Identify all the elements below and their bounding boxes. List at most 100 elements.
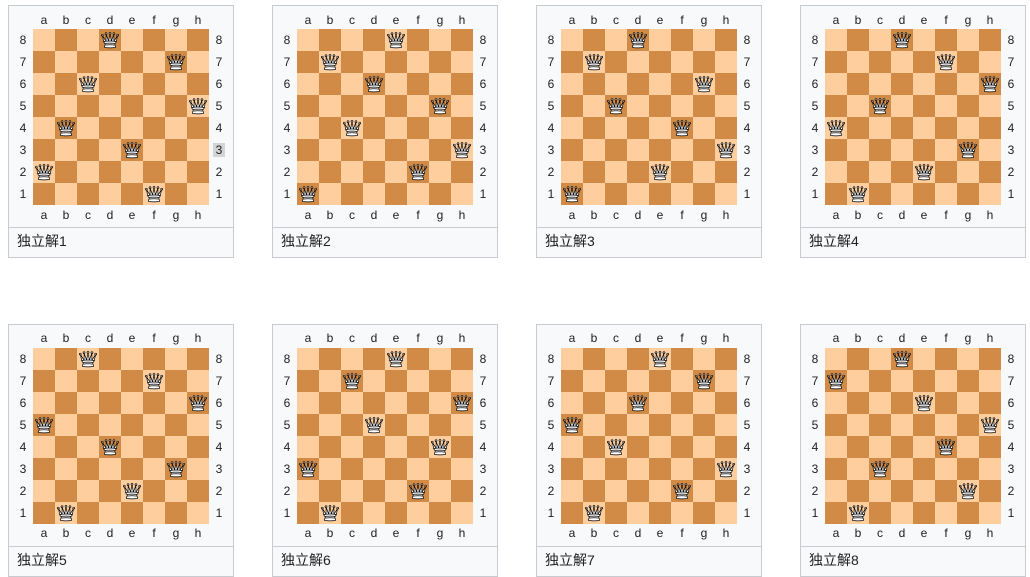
rank-label-text: 4 (215, 439, 223, 454)
square-d3 (627, 457, 649, 480)
rank-label-text: 2 (479, 483, 487, 498)
square-e7 (121, 369, 143, 392)
white-queen-icon (34, 414, 55, 435)
rank-label: 8 (1001, 29, 1021, 51)
file-label: a (33, 10, 55, 29)
rank-label: 7 (737, 51, 757, 73)
square-h3 (979, 457, 1001, 480)
board-caption: 独立解3 (537, 227, 761, 257)
square-d6 (363, 391, 385, 414)
square-a5 (561, 413, 583, 436)
square-b5 (55, 95, 77, 117)
rank-label-text: 2 (1007, 483, 1015, 498)
square-d5 (363, 95, 385, 117)
rank-label: 2 (209, 161, 229, 183)
rank-label: 1 (13, 183, 33, 205)
square-h7 (451, 369, 473, 392)
square-h5 (715, 413, 737, 436)
square-b3 (847, 139, 869, 161)
rank-label: 1 (1001, 502, 1021, 524)
square-c1 (605, 183, 627, 205)
rank-label-text: 3 (19, 461, 27, 476)
square-a5 (561, 95, 583, 117)
square-h4 (451, 117, 473, 139)
rank-label-text: 6 (811, 395, 819, 410)
square-c4 (77, 117, 99, 139)
square-d7 (627, 369, 649, 392)
file-label: d (627, 10, 649, 29)
square-g2 (429, 479, 451, 502)
rank-label-text: 7 (283, 373, 291, 388)
square-a3 (825, 457, 847, 480)
square-c3 (869, 457, 891, 480)
square-a7 (33, 51, 55, 73)
file-label-text: c (613, 526, 619, 541)
square-a2 (825, 161, 847, 183)
file-label: f (407, 10, 429, 29)
square-e3 (385, 139, 407, 161)
rank-label: 1 (13, 502, 33, 524)
corner-spacer (541, 205, 561, 224)
square-h7 (187, 51, 209, 73)
square-c7 (341, 369, 363, 392)
square-a8 (297, 347, 319, 370)
square-c5 (605, 413, 627, 436)
board-caption: 独立解8 (801, 545, 1025, 576)
file-label-text: h (458, 12, 466, 27)
square-b2 (319, 479, 341, 502)
rank-label: 4 (13, 436, 33, 458)
square-e4 (385, 117, 407, 139)
file-label-text: b (590, 207, 598, 222)
square-f7 (407, 51, 429, 73)
rank-label: 2 (13, 480, 33, 502)
square-e5 (649, 95, 671, 117)
file-label: g (429, 524, 451, 543)
square-b5 (55, 413, 77, 436)
square-g3 (957, 139, 979, 161)
file-label: d (363, 329, 385, 348)
square-e2 (649, 479, 671, 502)
file-label-text: f (944, 207, 948, 222)
file-label: d (891, 10, 913, 29)
corner-spacer (209, 524, 229, 543)
square-a2 (297, 479, 319, 502)
square-a8 (561, 347, 583, 370)
file-label-text: e (128, 331, 136, 346)
square-h3 (187, 139, 209, 161)
square-b6 (847, 391, 869, 414)
square-g8 (957, 29, 979, 51)
square-a7 (33, 369, 55, 392)
square-a3 (33, 457, 55, 480)
file-label: d (627, 205, 649, 224)
file-label-text: g (964, 526, 972, 541)
rank-label: 8 (805, 29, 825, 51)
rank-label: 6 (473, 73, 493, 95)
square-e8 (121, 347, 143, 370)
file-label: f (407, 329, 429, 348)
file-label: e (121, 329, 143, 348)
square-c7 (869, 51, 891, 73)
file-label: g (957, 205, 979, 224)
rank-label: 5 (541, 95, 561, 117)
square-a2 (33, 479, 55, 502)
square-c5 (77, 413, 99, 436)
square-h5 (979, 95, 1001, 117)
square-a8 (33, 29, 55, 51)
file-label-text: f (152, 526, 156, 541)
file-label-text: b (326, 526, 334, 541)
square-d2 (891, 161, 913, 183)
square-e6 (649, 73, 671, 95)
square-g3 (957, 457, 979, 480)
square-f7 (671, 51, 693, 73)
file-label-text: f (944, 12, 948, 27)
rank-label: 5 (737, 95, 757, 117)
square-c4 (869, 435, 891, 458)
file-label: h (451, 524, 473, 543)
rank-label: 1 (473, 183, 493, 205)
square-d1 (627, 183, 649, 205)
rank-label: 2 (1001, 480, 1021, 502)
rank-label: 1 (209, 183, 229, 205)
file-label-text: c (613, 207, 619, 222)
square-b2 (847, 479, 869, 502)
